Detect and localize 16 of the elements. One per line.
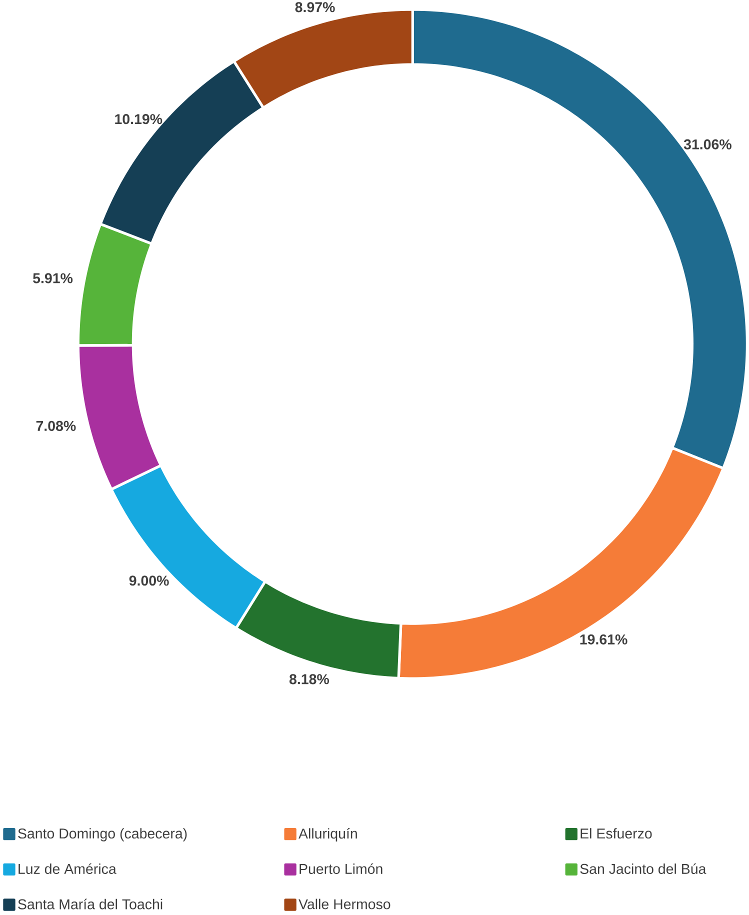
data-label: 7.08% xyxy=(36,420,76,431)
data-label: 8.18% xyxy=(290,674,330,684)
legend-label: San Jacinto del Búa xyxy=(580,863,706,874)
data-label: 8.97% xyxy=(296,2,336,12)
legend-label: Puerto Limón xyxy=(300,863,382,874)
data-label: 31.06% xyxy=(684,139,732,150)
data-label: 9.00% xyxy=(130,576,170,586)
legend-label: El Esfuerzo xyxy=(580,828,652,839)
legend-label: Alluriquín xyxy=(298,828,358,842)
data-label: 10.19% xyxy=(115,114,162,124)
legend-label: Valle Hermoso xyxy=(298,898,390,910)
data-label: 19.61% xyxy=(580,634,628,644)
data-label: 5.91% xyxy=(33,273,73,284)
legend-label: Santa María del Toachi xyxy=(18,898,162,910)
legend-label: Luz de América xyxy=(18,863,117,874)
legend-label: Santo Domingo (cabecera) xyxy=(18,828,187,842)
